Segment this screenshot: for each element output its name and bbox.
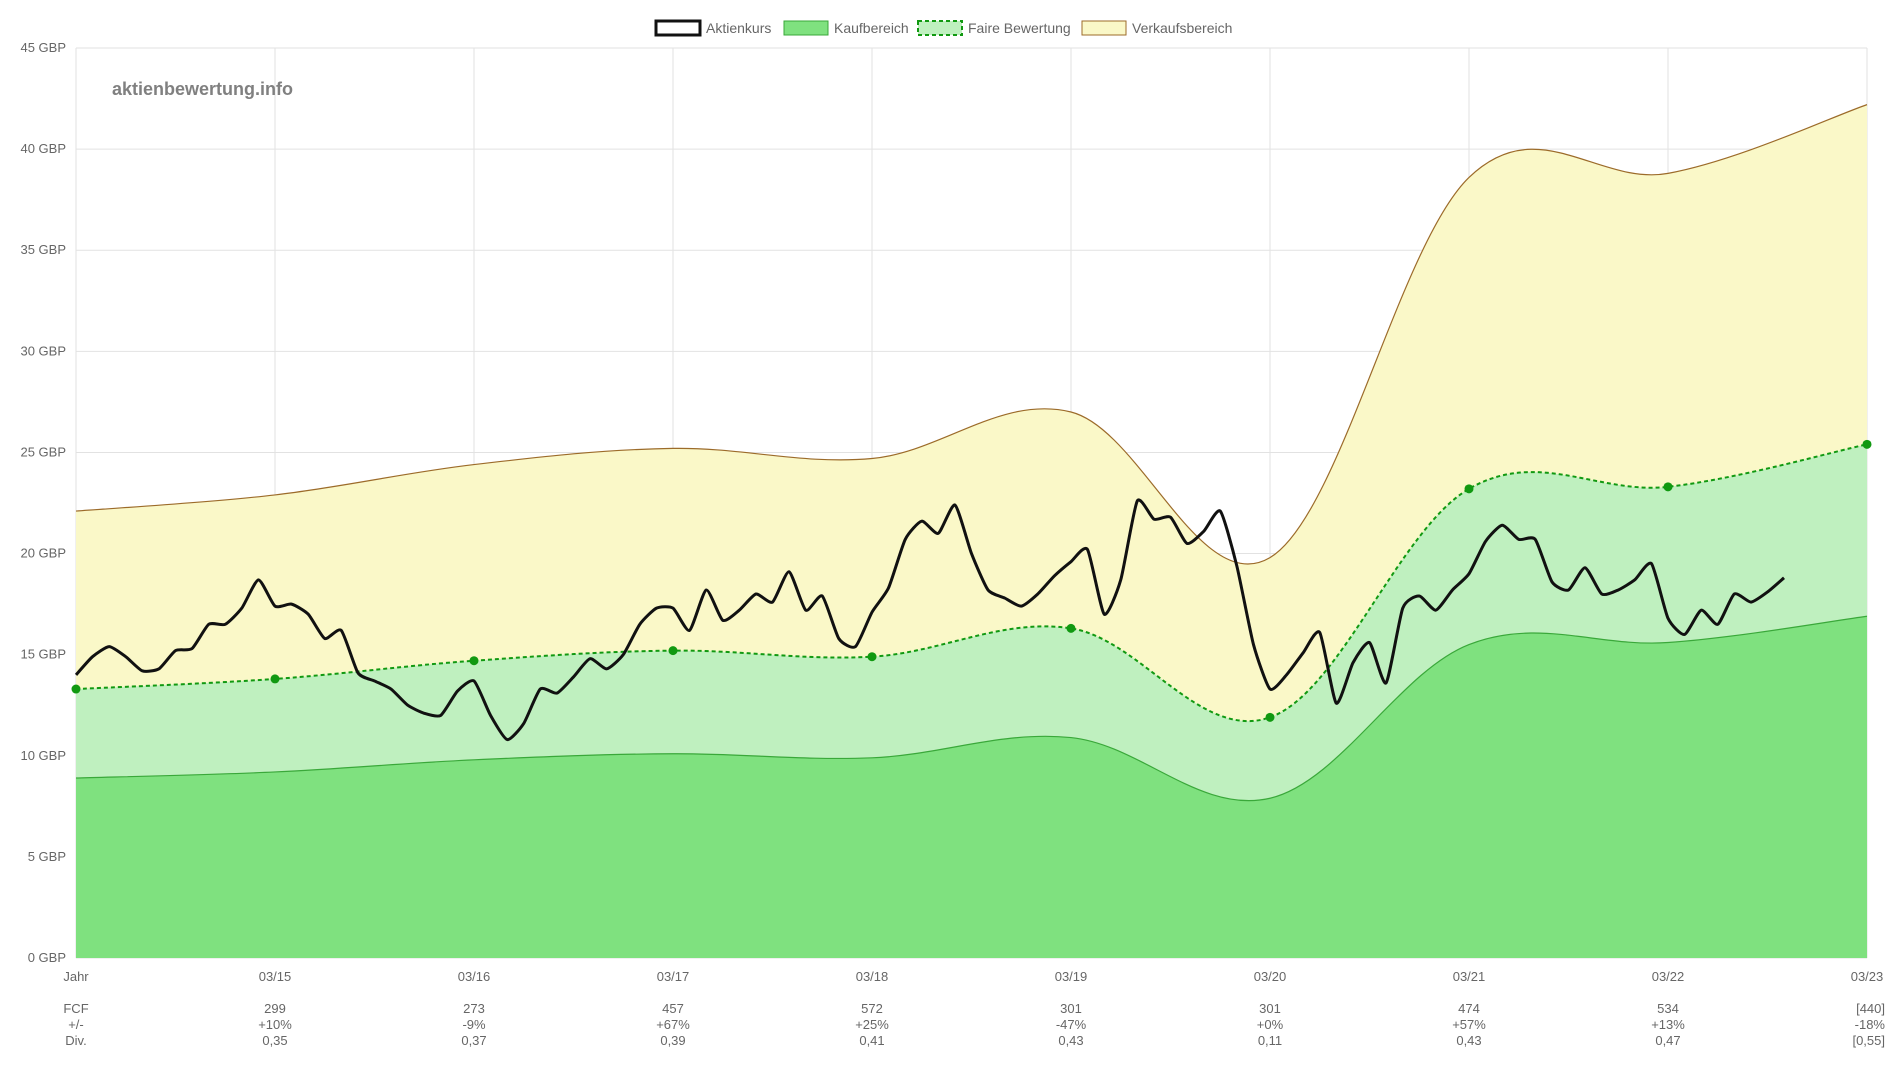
x-tick-label: 03/17 — [657, 969, 690, 984]
legend-swatch-buy — [783, 20, 829, 36]
fair-value-point — [270, 674, 280, 684]
x-tick-label: 03/16 — [458, 969, 491, 984]
y-tick-label: 10 GBP — [20, 748, 66, 763]
table-cell: 0,39 — [660, 1033, 685, 1048]
table-cell: 301 — [1060, 1001, 1082, 1016]
legend: Aktienkurs Kaufbereich Faire Bewertung Verk… — [654, 19, 1232, 37]
table-cell: 572 — [861, 1001, 883, 1016]
price-line — [74, 498, 1786, 742]
legend-swatch-price — [654, 19, 702, 37]
fair-value-point — [668, 646, 678, 656]
fair-value-point — [1066, 623, 1076, 633]
y-tick-label: 30 GBP — [20, 343, 66, 358]
x-axis-ticks: Jahr 03/15 03/16 03/17 03/18 03/19 03/20 03/21 0… — [63, 969, 1883, 984]
table-cell: -18% — [1855, 1017, 1886, 1032]
table-cell: [440] — [1856, 1001, 1885, 1016]
fair-value-point — [1862, 439, 1872, 449]
table-cell: 0,43 — [1456, 1033, 1481, 1048]
fair-value-point — [1663, 482, 1673, 492]
x-tick-label: 03/20 — [1254, 969, 1287, 984]
y-tick-label: 0 GBP — [28, 950, 66, 965]
fair-value-point — [1464, 484, 1474, 494]
table-cell: 457 — [662, 1001, 684, 1016]
y-axis-ticks: 0 GBP 5 GBP 10 GBP 15 GBP 20 GBP 25 GBP 30 GBP… — [20, 40, 66, 965]
table-cell: +10% — [258, 1017, 292, 1032]
buy-line — [75, 615, 1868, 802]
fair-value-point — [469, 656, 479, 666]
x-tick-label: 03/18 — [856, 969, 889, 984]
table-row-label: +/- — [68, 1017, 84, 1032]
x-tick-label: 03/22 — [1652, 969, 1685, 984]
x-tick-label: 03/19 — [1055, 969, 1088, 984]
legend-label-price: Aktienkurs — [706, 20, 771, 36]
table-row-label: FCF — [63, 1001, 88, 1016]
table-cell: +57% — [1452, 1017, 1486, 1032]
table-cell: 0,41 — [859, 1033, 884, 1048]
table-cell: +0% — [1257, 1017, 1284, 1032]
x-tick-label: 03/23 — [1851, 969, 1884, 984]
sell-line — [75, 104, 1868, 565]
y-tick-label: 15 GBP — [20, 647, 66, 662]
legend-label-buy: Kaufbereich — [834, 20, 909, 36]
table-row-label: Div. — [65, 1033, 86, 1048]
y-tick-label: 40 GBP — [20, 141, 66, 156]
table-cell: 0,47 — [1655, 1033, 1680, 1048]
table-cell: 0,37 — [461, 1033, 486, 1048]
table-cell: 299 — [264, 1001, 286, 1016]
x-tick-label: 03/15 — [259, 969, 292, 984]
table-cell: [0,55] — [1852, 1033, 1885, 1048]
data-table: FCF 299 273 457 572 301 301 474 534 [440] +/- +10% -… — [63, 1001, 1885, 1048]
watermark-text: aktienbewertung.info — [112, 79, 293, 99]
valuation-areas — [76, 104, 1867, 959]
table-cell: +67% — [656, 1017, 690, 1032]
legend-swatch-fair — [917, 20, 963, 36]
series-lines — [74, 104, 1868, 802]
legend-swatch-sell — [1081, 20, 1127, 36]
y-tick-label: 45 GBP — [20, 40, 66, 55]
table-cell: -9% — [462, 1017, 486, 1032]
y-tick-label: 25 GBP — [20, 444, 66, 459]
legend-label-sell: Verkaufsbereich — [1132, 20, 1232, 36]
table-cell: +25% — [855, 1017, 889, 1032]
table-cell: -47% — [1056, 1017, 1087, 1032]
table-cell: 0,43 — [1058, 1033, 1083, 1048]
fair-line — [75, 443, 1868, 723]
x-tick-label: 03/21 — [1453, 969, 1486, 984]
table-cell: 0,35 — [262, 1033, 287, 1048]
table-cell: 534 — [1657, 1001, 1679, 1016]
fair-value-point — [71, 684, 81, 694]
table-cell: 273 — [463, 1001, 485, 1016]
fair-value-point — [1265, 712, 1275, 722]
fair-value-point — [867, 652, 877, 662]
y-tick-label: 20 GBP — [20, 546, 66, 561]
table-cell: 474 — [1458, 1001, 1480, 1016]
buy-area — [76, 616, 1867, 958]
x-tick-label: Jahr — [63, 969, 89, 984]
legend-label-fair: Faire Bewertung — [968, 20, 1071, 36]
fair-value-points — [71, 439, 1872, 722]
table-cell: +13% — [1651, 1017, 1685, 1032]
y-tick-label: 5 GBP — [28, 849, 66, 864]
table-cell: 301 — [1259, 1001, 1281, 1016]
table-cell: 0,11 — [1258, 1033, 1282, 1048]
y-tick-label: 35 GBP — [20, 242, 66, 257]
